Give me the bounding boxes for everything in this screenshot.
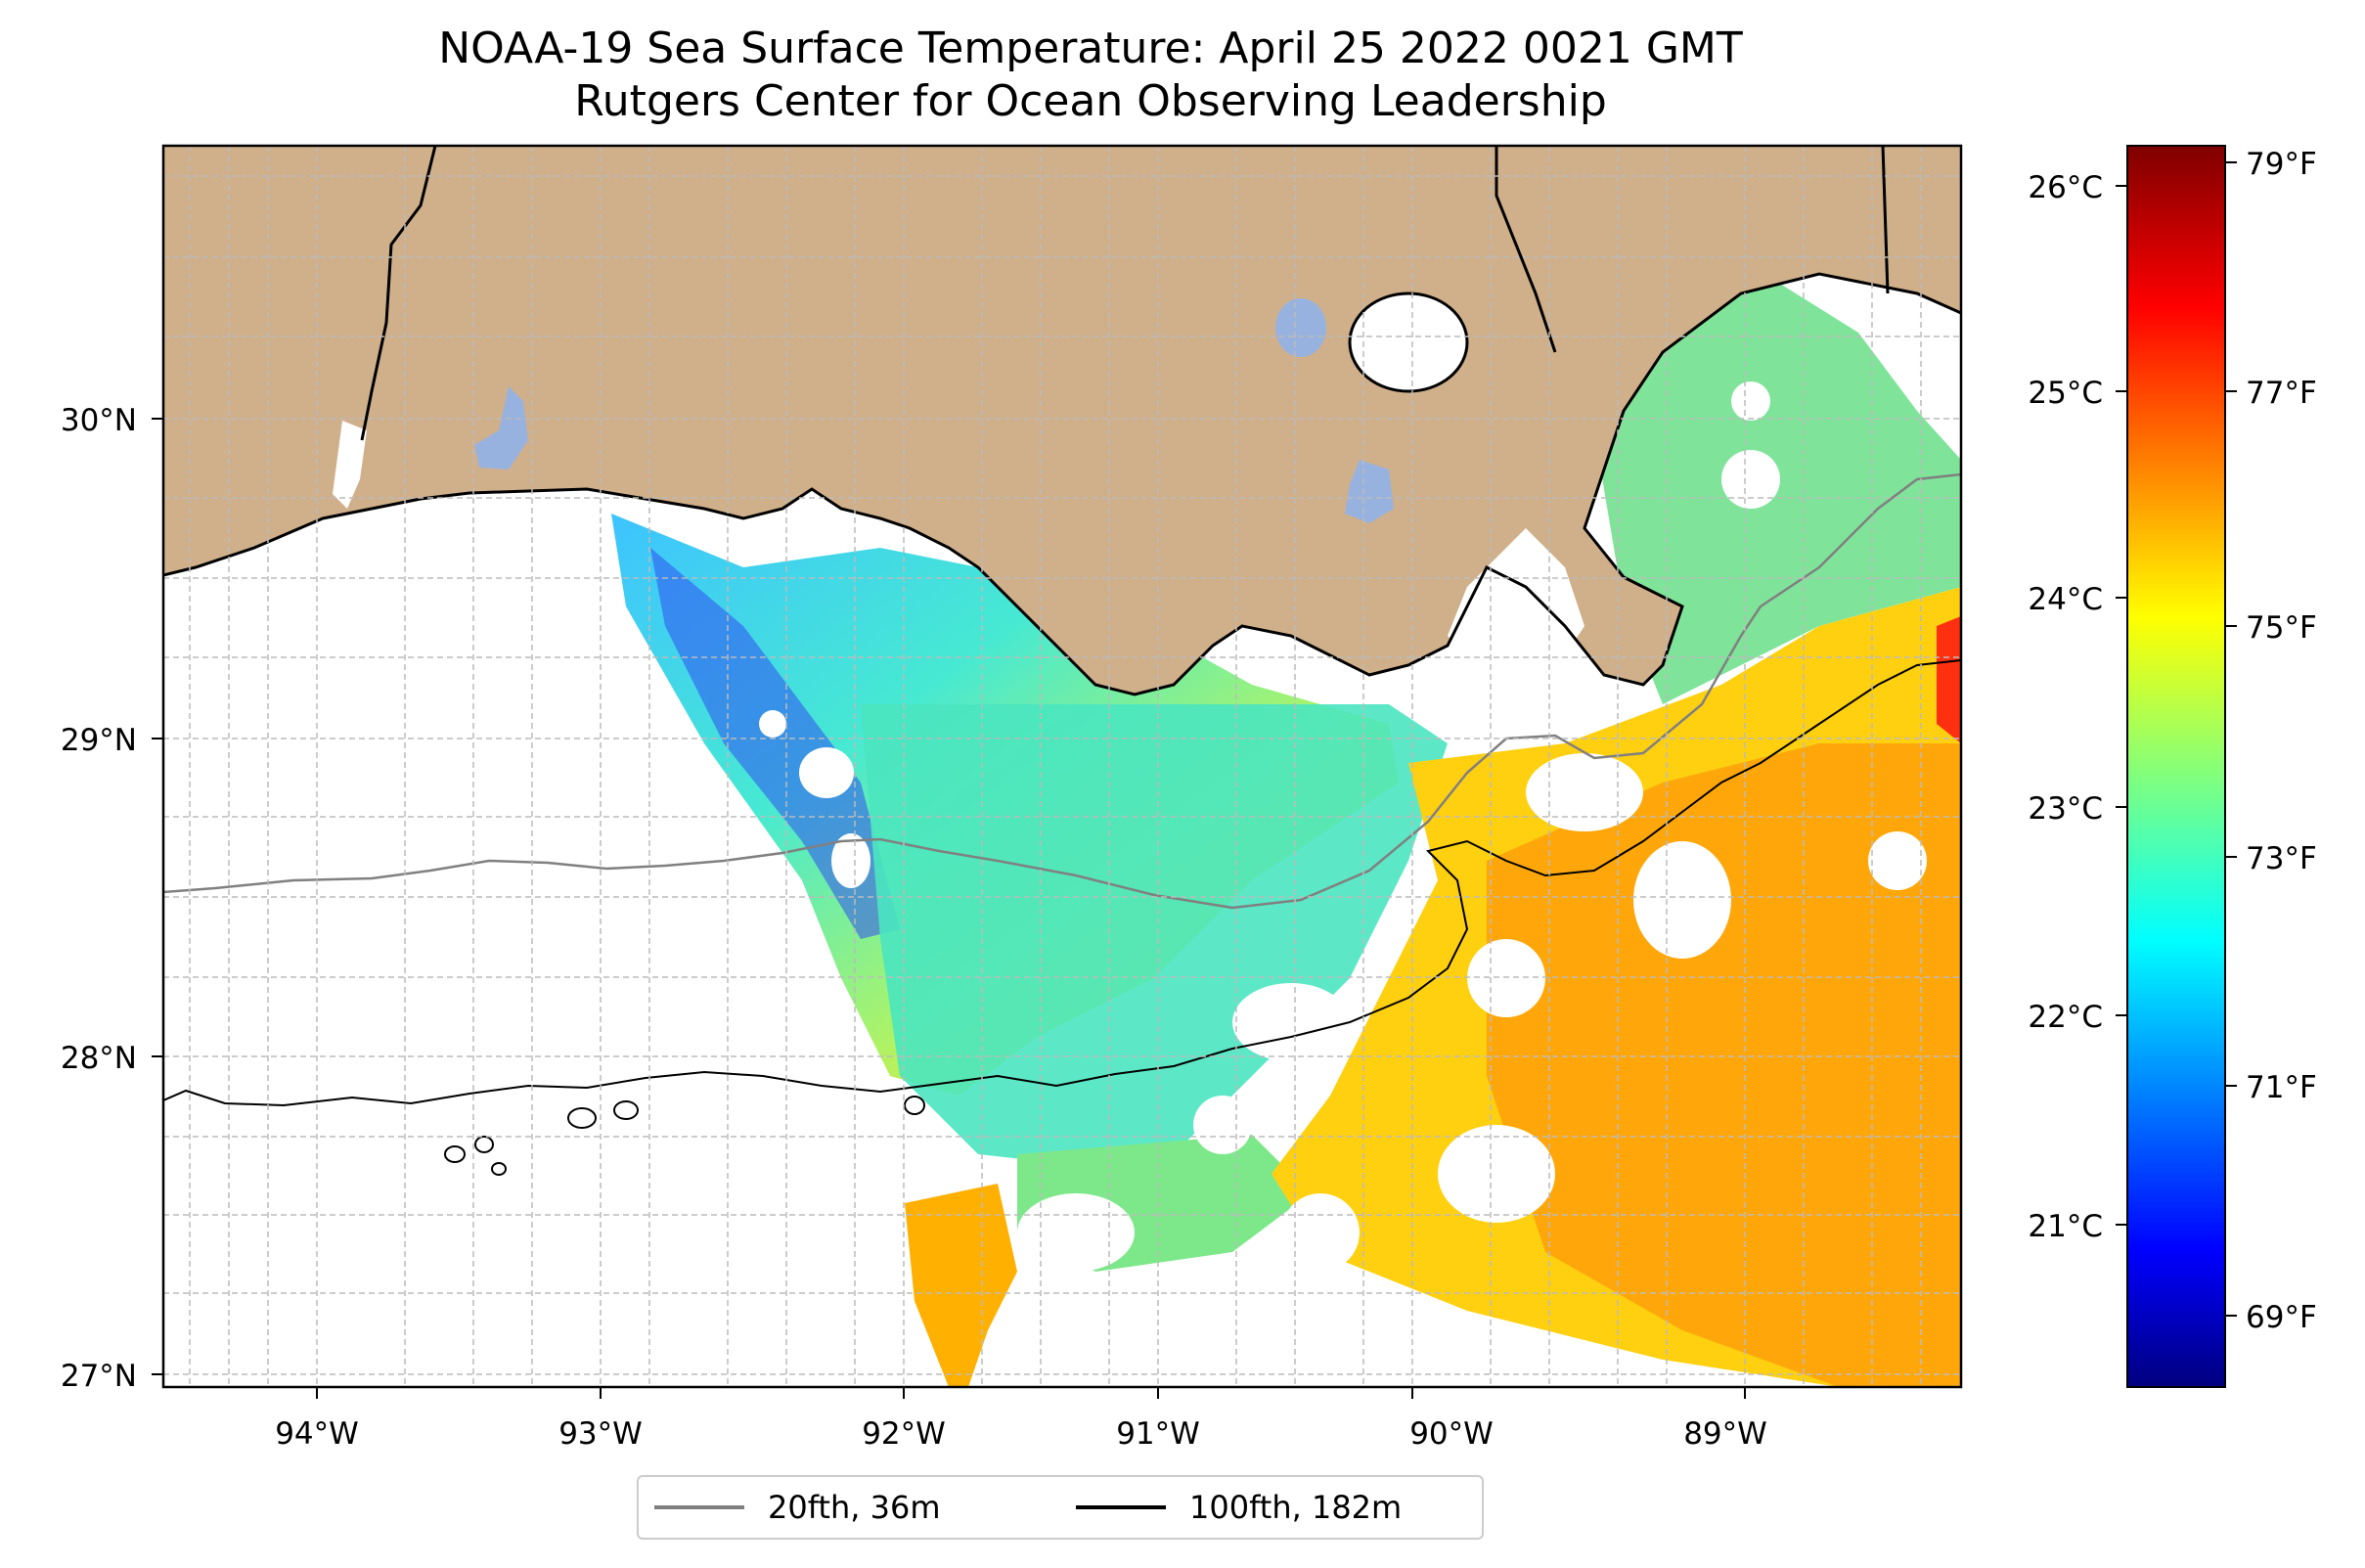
colorbar-c-21: 21°C bbox=[2028, 1209, 2103, 1244]
x-tick-90w: 90°W bbox=[1409, 1416, 1494, 1452]
isobath-20fth bbox=[163, 472, 1961, 910]
x-tick-89w: 89°W bbox=[1683, 1416, 1767, 1452]
colorbar-ticks bbox=[2116, 161, 2237, 1317]
colorbar-c-24: 24°C bbox=[2028, 582, 2103, 617]
cloud-gaps bbox=[759, 381, 1927, 1272]
sst-southwest-warm bbox=[905, 1184, 1017, 1387]
state-border-tx-la bbox=[360, 146, 437, 441]
legend-item-100fth: 100fth, 182m bbox=[1076, 1489, 1402, 1526]
legend-item-20fth: 20fth, 36m bbox=[654, 1489, 940, 1526]
x-tick-93w: 93°W bbox=[558, 1416, 643, 1452]
legend-swatch-100fth bbox=[1076, 1505, 1166, 1509]
map-subtitle: Rutgers Center for Ocean Observing Leade… bbox=[574, 76, 1607, 126]
map-title: NOAA-19 Sea Surface Temperature: April 2… bbox=[438, 23, 1743, 73]
x-tick-91w: 91°W bbox=[1116, 1416, 1200, 1452]
x-tick-94w: 94°W bbox=[275, 1416, 359, 1452]
axis-ticks bbox=[152, 418, 1746, 1399]
colorbar-f-73: 73°F bbox=[2246, 841, 2317, 876]
colorbar-f-77: 77°F bbox=[2246, 376, 2317, 411]
isobath-100fth bbox=[163, 659, 1961, 1107]
isobath-islands bbox=[444, 1096, 925, 1176]
colorbar-f-79: 79°F bbox=[2246, 147, 2317, 182]
colorbar-f-71: 71°F bbox=[2246, 1070, 2317, 1105]
state-border-la-ms bbox=[1495, 146, 1557, 353]
y-tick-29n: 29°N bbox=[61, 723, 137, 758]
colorbar-c-26: 26°C bbox=[2028, 170, 2103, 205]
sst-east-orange bbox=[1487, 743, 1961, 1387]
colorbar bbox=[2126, 145, 2226, 1388]
state-border-ms bbox=[1881, 146, 1890, 294]
sabine-lake bbox=[333, 421, 367, 509]
map-area[interactable] bbox=[163, 146, 1961, 1387]
colorbar-c-23: 23°C bbox=[2028, 791, 2103, 827]
colorbar-c-25: 25°C bbox=[2028, 376, 2103, 411]
lakes bbox=[474, 298, 1394, 523]
gridlines bbox=[163, 146, 1961, 1387]
map-frame bbox=[161, 144, 1963, 1389]
colorbar-f-75: 75°F bbox=[2246, 610, 2317, 646]
legend-label-100fth: 100fth, 182m bbox=[1189, 1489, 1403, 1526]
legend: 20fth, 36m 100fth, 182m bbox=[637, 1475, 1484, 1540]
x-tick-92w: 92°W bbox=[862, 1416, 946, 1452]
y-tick-30n: 30°N bbox=[61, 403, 137, 438]
lake-pontchartrain bbox=[1350, 293, 1467, 391]
colorbar-f-69: 69°F bbox=[2246, 1300, 2317, 1335]
sst-hotspot bbox=[1937, 616, 1961, 743]
y-tick-28n: 28°N bbox=[61, 1041, 137, 1076]
legend-label-20fth: 20fth, 36m bbox=[768, 1489, 941, 1526]
barataria-water bbox=[1448, 528, 1584, 685]
y-tick-27n: 27°N bbox=[61, 1359, 137, 1394]
legend-swatch-20fth bbox=[654, 1505, 744, 1509]
colorbar-c-22: 22°C bbox=[2028, 1000, 2103, 1035]
